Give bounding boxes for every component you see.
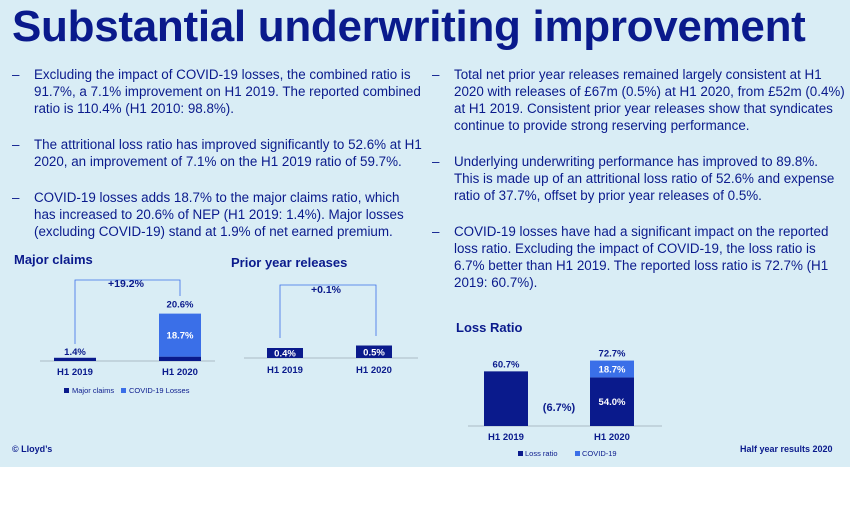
prior-year-chart-title: Prior year releases — [231, 255, 348, 270]
bullet-item: – Underlying underwriting performance has… — [432, 153, 846, 204]
prior-year-bar — [356, 345, 392, 358]
legend-label-covid-19: COVID-19 — [582, 449, 617, 458]
bullet-item: – COVID-19 losses adds 18.7% to the major… — [12, 189, 422, 240]
loss-ratio-total-label: 72.7% — [599, 349, 626, 360]
major-claims-total-label: 20.6% — [167, 300, 194, 311]
loss-ratio-chart-title: Loss Ratio — [456, 320, 523, 335]
loss-ratio-bar — [484, 371, 528, 426]
major-claims-change-label: +19.2% — [108, 278, 145, 290]
slide: Substantial underwriting improvement – Ex… — [0, 0, 850, 467]
bullet-dash: – — [12, 190, 20, 205]
legend-swatch-loss-ratio — [518, 451, 523, 456]
legend-label-loss-ratio: Loss ratio — [525, 449, 558, 458]
bullet-text: Total net prior year releases remained l… — [454, 67, 845, 133]
prior-year-change-bracket — [279, 284, 377, 338]
bullet-dash: – — [432, 67, 440, 82]
major-claims-data-label: 1.4% — [64, 347, 86, 358]
prior-year-category-label: H1 2019 — [267, 365, 303, 376]
bullet-text: The attritional loss ratio has improved … — [34, 137, 422, 169]
loss-ratio-data-label: 18.7% — [599, 364, 626, 375]
legend-swatch-covid-19 — [575, 451, 580, 456]
bullet-dash: – — [12, 67, 20, 82]
prior-year-data-label: 0.4% — [274, 349, 296, 360]
major-claims-change-bracket — [74, 279, 181, 344]
loss-ratio-category-label: H1 2019 — [488, 432, 524, 443]
loss-ratio-bar — [590, 377, 634, 426]
legend-swatch-major-claims — [64, 388, 69, 393]
loss-ratio-data-label: 54.0% — [599, 397, 626, 408]
footer-copyright: © Lloyd’s — [12, 444, 53, 454]
bullet-text: Excluding the impact of COVID-19 losses,… — [34, 67, 421, 116]
left-bullet-list: – Excluding the impact of COVID-19 losses… — [12, 66, 422, 259]
right-bullet-list: – Total net prior year releases remained … — [432, 66, 846, 310]
slide-title: Substantial underwriting improvement — [12, 2, 806, 51]
bullet-dash: – — [432, 154, 440, 169]
bullet-text: COVID-19 losses have had a significant i… — [454, 224, 829, 290]
loss-ratio-category-label: H1 2020 — [594, 432, 630, 443]
bullet-item: – Total net prior year releases remained … — [432, 66, 846, 134]
legend-label-covid-losses: COVID-19 Losses — [129, 386, 190, 395]
prior-year-category-label: H1 2020 — [356, 365, 392, 376]
bullet-item: – Excluding the impact of COVID-19 losses… — [12, 66, 422, 117]
prior-year-change-label: +0.1% — [311, 284, 342, 296]
major-claims-category-label: H1 2019 — [57, 367, 93, 378]
bullet-dash: – — [432, 224, 440, 239]
prior-year-data-label: 0.5% — [363, 347, 385, 358]
major-claims-data-label: 18.7% — [167, 331, 194, 342]
prior-year-bar — [267, 348, 303, 358]
loss-ratio-total-label: 60.7% — [493, 359, 520, 370]
loss-ratio-bar — [590, 360, 634, 378]
bullet-text: Underlying underwriting performance has … — [454, 154, 835, 203]
major-claims-category-label: H1 2020 — [162, 367, 198, 378]
major-claims-chart-title: Major claims — [14, 252, 93, 267]
bullet-item: – The attritional loss ratio has improved… — [12, 136, 422, 170]
footer-title: Half year results 2020 — [740, 444, 833, 454]
legend-swatch-covid-losses — [121, 388, 126, 393]
bullet-item: – COVID-19 losses have had a significant … — [432, 223, 846, 291]
major-claims-bar — [159, 313, 201, 357]
loss-ratio-change-label: (6.7%) — [543, 402, 576, 414]
legend-label-major-claims: Major claims — [72, 386, 114, 395]
bullet-dash: – — [12, 137, 20, 152]
bullet-text: COVID-19 losses adds 18.7% to the major … — [34, 190, 404, 239]
major-claims-bar — [54, 357, 96, 361]
major-claims-bar — [159, 356, 201, 361]
